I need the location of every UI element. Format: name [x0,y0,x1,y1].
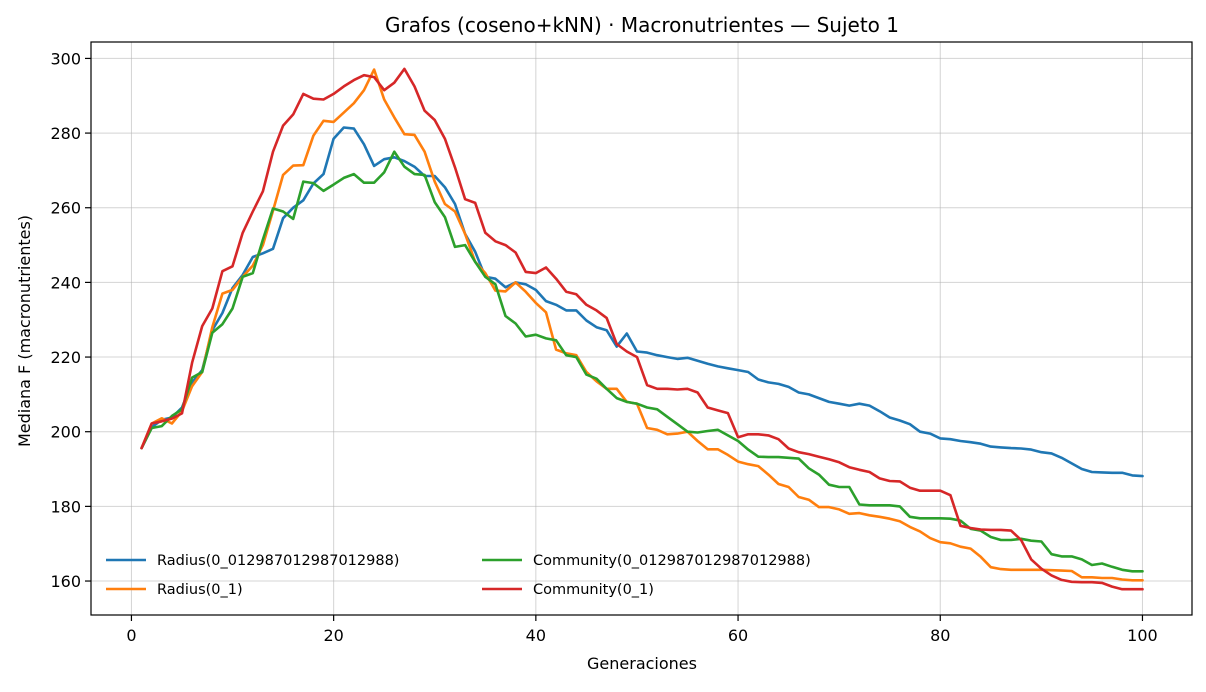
x-axis-label: Generaciones [587,654,697,673]
x-tick-label: 80 [930,626,950,645]
legend-item: Community(0_012987012987012988) [482,553,811,569]
x-tick-label: 100 [1127,626,1158,645]
y-tick-label: 200 [50,423,81,442]
legend-label: Community(0_012987012987012988) [533,553,811,569]
legend-label: Community(0_1) [533,582,654,598]
legend-label: Radius(0_1) [157,582,243,598]
y-axis-ticks: 160 180 200 220 240 260 280 300 [50,49,91,591]
legend-label: Radius(0_012987012987012988) [157,553,399,569]
legend-item: Radius(0_012987012987012988) [106,553,399,569]
y-tick-label: 220 [50,348,81,367]
x-tick-label: 60 [728,626,748,645]
y-axis-label: Mediana F (macronutrientes) [15,215,34,447]
x-axis-ticks: 0 20 40 60 80 100 [126,615,1158,645]
plot-frame [90,41,1193,616]
y-tick-label: 280 [50,124,81,143]
y-tick-label: 240 [50,273,81,292]
series-lines [140,67,1144,591]
x-tick-label: 20 [323,626,343,645]
x-tick-label: 40 [526,626,546,645]
y-tick-label: 260 [50,199,81,218]
y-tick-label: 300 [50,49,81,68]
grid-lines [91,42,1192,615]
series-line-2 [140,68,1144,582]
legend-item: Community(0_1) [482,582,654,598]
series-line-4 [140,67,1144,591]
y-tick-label: 160 [50,572,81,591]
legend: Radius(0_012987012987012988) Radius(0_1) C… [106,553,811,598]
series-line-3 [140,150,1144,573]
chart-title: Grafos (coseno+kNN) · Macronutrientes — … [385,13,899,37]
series-line-1 [140,126,1144,478]
legend-item: Radius(0_1) [106,582,243,598]
x-tick-label: 0 [126,626,136,645]
y-tick-label: 180 [50,497,81,516]
